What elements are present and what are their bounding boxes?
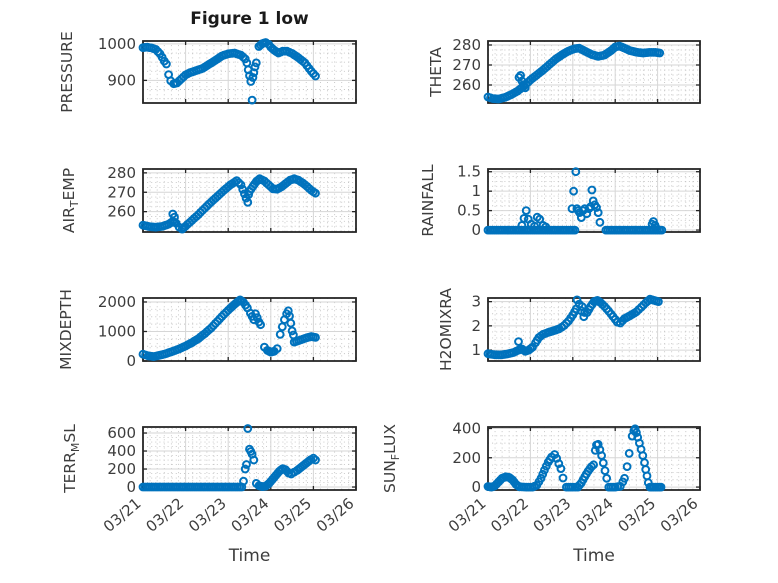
- y-tick-label: 1.5: [457, 163, 481, 181]
- x-tick-label: 03/21: [100, 494, 145, 536]
- data-markers: [138, 174, 320, 234]
- axes-box: [487, 168, 701, 233]
- tick-marks: [487, 41, 701, 103]
- subplot-rainfall: 00.5 11.5 RAINFALL: [419, 163, 701, 239]
- y-tick-label: 400: [452, 419, 481, 437]
- ylabel-theta: THETA: [427, 47, 445, 98]
- y-tick-label: 2000: [98, 293, 136, 311]
- figure-title: Figure 1 low: [190, 9, 309, 29]
- data-markers: [138, 295, 320, 362]
- y-tick-label: 600: [107, 424, 136, 442]
- tick-marks: [142, 169, 357, 232]
- y-tick-label: 0: [126, 478, 136, 496]
- y-tick-label: 0: [126, 352, 136, 370]
- data-markers: [483, 41, 665, 104]
- subplot-terr_msl: 0200400600TERRMSL03/2103/2203/2303/2403/…: [61, 424, 358, 536]
- ylabel-air_temp: AIRTEMP: [60, 168, 81, 233]
- data-markers: [483, 167, 667, 235]
- x-tick-label: 03/25: [270, 494, 315, 536]
- y-tick-label: 900: [107, 71, 136, 89]
- y-tick-label: 270: [452, 56, 481, 74]
- y-tick-label: 0: [471, 221, 481, 239]
- data-markers: [138, 424, 320, 492]
- axes-box: [142, 297, 357, 362]
- data-markers: [483, 294, 663, 360]
- x-tick-label: 03/24: [572, 494, 617, 536]
- ylabel-sun_flux: SUNFLUX: [381, 424, 402, 493]
- subplot-sun_flux: 0 200 400 SUNFLUX 03/2103/2203/2303/2403/250…: [381, 419, 702, 535]
- y-tick-label: 1000: [98, 35, 136, 53]
- subplot-mixdepth: 0 1000 2000 MIXDEPTH: [57, 289, 357, 370]
- x-axis-label-right: Time: [573, 546, 615, 566]
- y-tick-label: 200: [452, 449, 481, 467]
- subplot-theta: 260 270 280 THETA: [427, 36, 701, 104]
- minor-grid: [488, 298, 700, 361]
- minor-grid: [488, 169, 700, 232]
- y-tick-label: 0.5: [457, 202, 481, 220]
- data-markers: [483, 424, 666, 492]
- tick-marks: [142, 298, 357, 362]
- y-tick-label: 3: [471, 293, 481, 311]
- axes-box: [142, 168, 357, 233]
- axes-box: [487, 426, 701, 491]
- y-tick-label: 1: [471, 341, 481, 359]
- x-tick-label: 03/25: [614, 494, 659, 536]
- x-tick-label: 03/23: [185, 494, 230, 536]
- ylabel-rainfall: RAINFALL: [419, 164, 437, 237]
- x-axis-label-left: Time: [228, 546, 271, 566]
- x-tick-label: 03/26: [313, 494, 358, 536]
- x-tick-label: 03/22: [142, 494, 187, 536]
- x-tick-label: 03/24: [228, 494, 273, 536]
- x-tick-label: 03/26: [657, 494, 702, 536]
- y-tick-label: 1: [471, 182, 481, 200]
- data-markers: [138, 38, 320, 105]
- y-tick-label: 280: [107, 164, 136, 182]
- axes-box: [142, 426, 357, 491]
- ylabel-pressure: PRESSURE: [58, 31, 76, 113]
- y-tick-label: 200: [107, 460, 136, 478]
- subplot-pressure: 900 1000 PRESSURE: [58, 31, 357, 113]
- y-tick-label: 400: [107, 442, 136, 460]
- y-tick-label: 1000: [98, 322, 136, 340]
- subplot-h2omixra: 1 2 3 H2OMIXRA: [437, 288, 701, 371]
- axes-box: [487, 40, 701, 104]
- x-tick-label: 03/22: [487, 494, 532, 536]
- y-tick-label: 280: [452, 36, 481, 54]
- minor-grid: [488, 427, 700, 490]
- ylabel-mixdepth: MIXDEPTH: [57, 289, 75, 370]
- y-tick-label: 270: [107, 183, 136, 201]
- y-tick-label: 260: [107, 203, 136, 221]
- y-tick-label: 260: [452, 76, 481, 94]
- ylabel-h2omixra: H2OMIXRA: [437, 288, 455, 371]
- y-tick-label: 0: [471, 478, 481, 496]
- ylabel-terr_msl: TERRMSL: [61, 424, 82, 494]
- x-tick-label: 03/21: [445, 494, 490, 536]
- minor-grid: [143, 427, 356, 490]
- y-tick-label: 2: [471, 317, 481, 335]
- x-tick-label: 03/23: [530, 494, 575, 536]
- minor-grid: [488, 41, 700, 103]
